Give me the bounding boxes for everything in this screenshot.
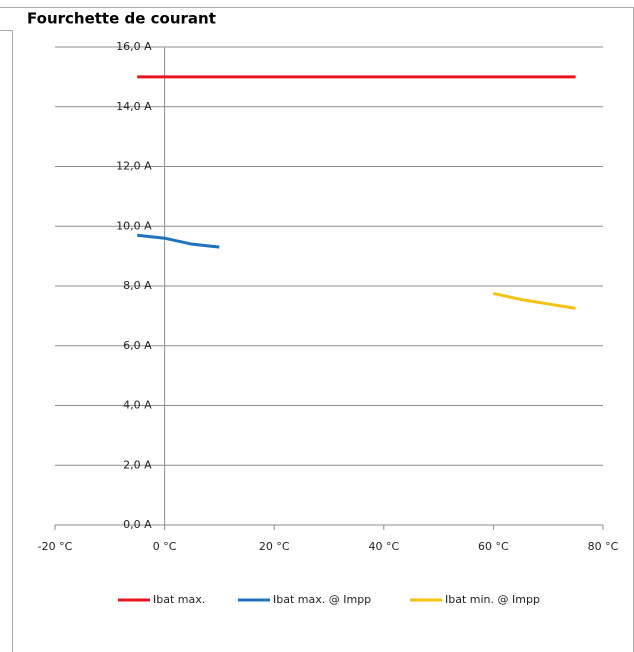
legend-label: Ibat max. @ Impp bbox=[273, 593, 371, 606]
chart-title: Fourchette de courant bbox=[27, 10, 216, 28]
y-tick-label: 14,0 A bbox=[116, 100, 152, 113]
y-tick-label: 4,0 A bbox=[123, 399, 152, 412]
x-tick-label: -20 °C bbox=[38, 540, 73, 553]
series-line bbox=[137, 233, 220, 249]
y-tick-label: 6,0 A bbox=[123, 339, 152, 352]
y-tick-label: 10,0 A bbox=[116, 219, 152, 232]
legend-label: Ibat min. @ Impp bbox=[445, 593, 540, 606]
y-tick-label: 2,0 A bbox=[123, 458, 152, 471]
x-tick-label: 40 °C bbox=[368, 540, 399, 553]
x-tick-label: 60 °C bbox=[478, 540, 509, 553]
y-tick-label: 12,0 A bbox=[116, 160, 152, 173]
series-line bbox=[493, 292, 576, 310]
y-tick-label: 16,0 A bbox=[116, 40, 152, 53]
y-tick-label: 0,0 A bbox=[123, 518, 152, 531]
y-tick-label: 8,0 A bbox=[123, 279, 152, 292]
legend-label: Ibat max. bbox=[153, 593, 205, 606]
x-tick-label: 20 °C bbox=[259, 540, 290, 553]
x-tick-label: 80 °C bbox=[588, 540, 619, 553]
x-tick-label: 0 °C bbox=[153, 540, 177, 553]
